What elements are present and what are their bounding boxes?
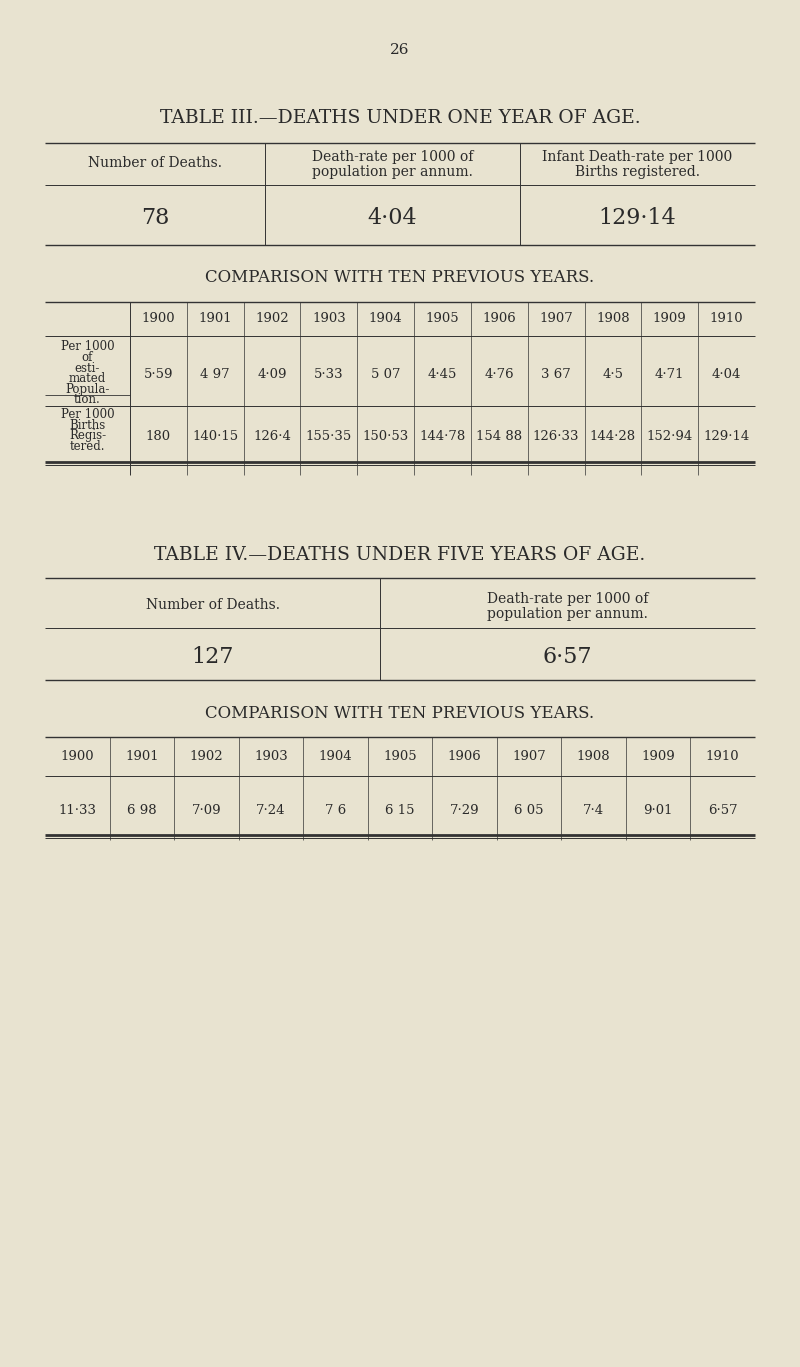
Text: 4 97: 4 97: [201, 369, 230, 381]
Text: Popula-: Popula-: [66, 383, 110, 395]
Text: TABLE III.—DEATHS UNDER ONE YEAR OF AGE.: TABLE III.—DEATHS UNDER ONE YEAR OF AGE.: [160, 109, 640, 127]
Text: 1910: 1910: [710, 313, 743, 325]
Text: 78: 78: [141, 206, 169, 230]
Text: 1904: 1904: [369, 313, 402, 325]
Text: 1906: 1906: [482, 313, 516, 325]
Text: 1910: 1910: [706, 749, 739, 763]
Text: 150·53: 150·53: [362, 431, 409, 443]
Text: 6·57: 6·57: [542, 647, 592, 668]
Text: Regis-: Regis-: [69, 429, 106, 443]
Text: COMPARISON WITH TEN PREVIOUS YEARS.: COMPARISON WITH TEN PREVIOUS YEARS.: [206, 704, 594, 722]
Text: 180: 180: [146, 431, 171, 443]
Text: 3 67: 3 67: [542, 369, 571, 381]
Text: 7 6: 7 6: [325, 804, 346, 816]
Text: 1909: 1909: [653, 313, 686, 325]
Text: Per 1000: Per 1000: [61, 340, 114, 354]
Text: 1908: 1908: [577, 749, 610, 763]
Text: 9·01: 9·01: [643, 804, 673, 816]
Text: 1903: 1903: [254, 749, 288, 763]
Text: 1903: 1903: [312, 313, 346, 325]
Text: 6·57: 6·57: [708, 804, 738, 816]
Text: 5·33: 5·33: [314, 369, 344, 381]
Text: 4·45: 4·45: [428, 369, 457, 381]
Text: Number of Deaths.: Number of Deaths.: [146, 597, 279, 612]
Text: 152·94: 152·94: [646, 431, 693, 443]
Text: Number of Deaths.: Number of Deaths.: [88, 156, 222, 170]
Text: 7·09: 7·09: [191, 804, 221, 816]
Text: Per 1000: Per 1000: [61, 409, 114, 421]
Text: 5·59: 5·59: [144, 369, 173, 381]
Text: 5 07: 5 07: [371, 369, 401, 381]
Text: 1907: 1907: [539, 313, 573, 325]
Text: tered.: tered.: [70, 440, 106, 452]
Text: 1906: 1906: [448, 749, 482, 763]
Text: 4·5: 4·5: [602, 369, 623, 381]
Text: 1905: 1905: [383, 749, 417, 763]
Text: tion.: tion.: [74, 392, 101, 406]
Text: 4·04: 4·04: [712, 369, 742, 381]
Text: 1909: 1909: [642, 749, 675, 763]
Text: esti-: esti-: [75, 361, 100, 375]
Text: 1900: 1900: [61, 749, 94, 763]
Text: 4·71: 4·71: [655, 369, 685, 381]
Text: population per annum.: population per annum.: [487, 607, 648, 621]
Text: 26: 26: [390, 42, 410, 57]
Text: 7·4: 7·4: [583, 804, 604, 816]
Text: 1901: 1901: [198, 313, 232, 325]
Text: of: of: [82, 351, 93, 364]
Text: COMPARISON WITH TEN PREVIOUS YEARS.: COMPARISON WITH TEN PREVIOUS YEARS.: [206, 269, 594, 287]
Text: 1900: 1900: [142, 313, 175, 325]
Text: 7·24: 7·24: [256, 804, 286, 816]
Text: 155·35: 155·35: [306, 431, 352, 443]
Text: 140·15: 140·15: [192, 431, 238, 443]
Text: 1902: 1902: [190, 749, 223, 763]
Text: population per annum.: population per annum.: [312, 165, 473, 179]
Text: Births registered.: Births registered.: [575, 165, 700, 179]
Text: 144·78: 144·78: [419, 431, 466, 443]
Text: 6 05: 6 05: [514, 804, 544, 816]
Text: 1901: 1901: [125, 749, 158, 763]
Text: 11·33: 11·33: [58, 804, 96, 816]
Text: 6 15: 6 15: [386, 804, 414, 816]
Text: 154 88: 154 88: [476, 431, 522, 443]
Text: 4·76: 4·76: [485, 369, 514, 381]
Text: TABLE IV.—DEATHS UNDER FIVE YEARS OF AGE.: TABLE IV.—DEATHS UNDER FIVE YEARS OF AGE…: [154, 545, 646, 565]
Text: 1904: 1904: [318, 749, 352, 763]
Text: 7·29: 7·29: [450, 804, 479, 816]
Text: mated: mated: [69, 372, 106, 385]
Text: Births: Births: [70, 420, 106, 432]
Text: 1907: 1907: [512, 749, 546, 763]
Text: 129·14: 129·14: [598, 206, 676, 230]
Text: 1905: 1905: [426, 313, 459, 325]
Text: 1908: 1908: [596, 313, 630, 325]
Text: 144·28: 144·28: [590, 431, 636, 443]
Text: 127: 127: [191, 647, 234, 668]
Text: Death-rate per 1000 of: Death-rate per 1000 of: [487, 592, 648, 606]
Text: 6 98: 6 98: [127, 804, 157, 816]
Text: 126·4: 126·4: [253, 431, 291, 443]
Text: Death-rate per 1000 of: Death-rate per 1000 of: [312, 150, 473, 164]
Text: 126·33: 126·33: [533, 431, 579, 443]
Text: 4·09: 4·09: [258, 369, 286, 381]
Text: 1902: 1902: [255, 313, 289, 325]
Text: 129·14: 129·14: [703, 431, 750, 443]
Text: Infant Death-rate per 1000: Infant Death-rate per 1000: [542, 150, 733, 164]
Text: 4·04: 4·04: [368, 206, 418, 230]
